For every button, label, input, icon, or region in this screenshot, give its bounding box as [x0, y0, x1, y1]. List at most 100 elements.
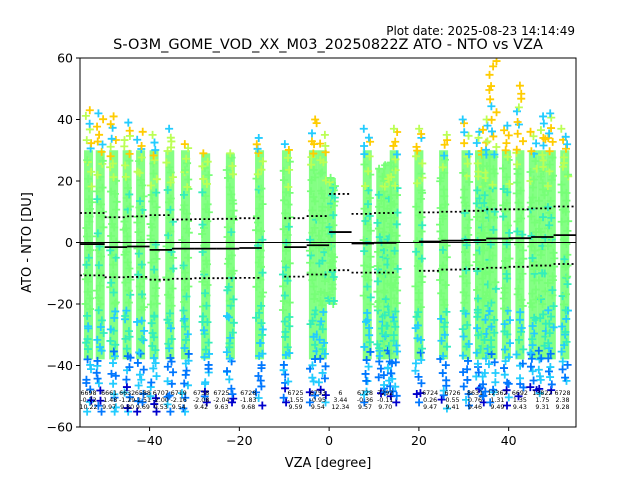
data-point — [481, 237, 490, 246]
stat-std: 9.43 — [513, 404, 527, 411]
data-point — [181, 393, 190, 402]
data-point — [501, 357, 510, 366]
data-point — [374, 224, 383, 233]
data-point — [152, 284, 161, 293]
data-point — [389, 162, 398, 171]
data-column — [305, 115, 321, 407]
data-point — [487, 322, 496, 331]
data-point — [547, 175, 556, 184]
data-point — [500, 320, 509, 329]
x-axis-label: VZA [degree] — [285, 456, 372, 471]
data-point — [135, 282, 144, 291]
data-point — [229, 318, 238, 327]
data-point — [308, 228, 317, 237]
data-point — [472, 138, 481, 147]
data-point — [545, 221, 554, 230]
stat-count: 6632 — [119, 390, 135, 397]
column-body — [201, 153, 211, 360]
data-point — [373, 262, 382, 271]
data-point — [490, 358, 499, 367]
data-point — [318, 256, 327, 265]
data-point — [198, 312, 207, 321]
data-point — [93, 356, 102, 365]
data-point — [280, 291, 289, 300]
data-point — [440, 330, 449, 339]
data-point — [151, 291, 160, 300]
data-point — [85, 397, 94, 406]
data-point — [363, 315, 372, 324]
data-point — [487, 127, 496, 136]
data-column — [133, 127, 149, 416]
data-point — [416, 389, 425, 398]
data-point — [381, 243, 390, 252]
data-point — [152, 372, 161, 381]
data-point — [558, 162, 567, 171]
data-point — [112, 197, 121, 206]
column-body — [501, 150, 511, 360]
data-point — [139, 365, 148, 374]
data-point — [505, 179, 514, 188]
data-point — [366, 252, 375, 261]
y-tick-label: 40 — [57, 112, 73, 127]
data-point — [462, 266, 471, 275]
data-point — [285, 259, 294, 268]
data-point — [514, 240, 523, 249]
data-point — [309, 192, 318, 201]
data-point — [563, 360, 572, 369]
data-point — [486, 240, 495, 249]
data-point — [179, 404, 188, 413]
data-point — [200, 387, 209, 396]
data-point — [504, 379, 513, 388]
data-point — [97, 346, 106, 355]
data-point — [280, 257, 289, 266]
stat-std: 9.49 — [490, 404, 504, 411]
data-point — [107, 278, 116, 287]
data-point — [563, 170, 572, 179]
data-point — [280, 317, 289, 326]
data-point — [318, 168, 327, 177]
data-column — [323, 173, 339, 308]
data-point — [366, 300, 375, 309]
data-point — [460, 119, 469, 128]
data-point — [177, 389, 186, 398]
stat-count: 6 — [338, 390, 342, 397]
data-point — [502, 199, 511, 208]
data-point — [366, 137, 375, 146]
data-point — [543, 241, 552, 250]
data-point — [360, 398, 369, 407]
data-point — [459, 272, 468, 281]
data-point — [413, 334, 422, 343]
data-point — [316, 169, 325, 178]
data-point — [316, 296, 325, 305]
data-point — [480, 199, 489, 208]
data-point — [439, 261, 448, 270]
stat-std: 9.53 — [154, 404, 168, 411]
data-point — [515, 315, 524, 324]
data-point — [526, 127, 535, 136]
data-point — [527, 147, 536, 156]
data-point — [517, 295, 526, 304]
data-point — [375, 164, 384, 173]
data-point — [86, 360, 95, 369]
data-point — [123, 352, 132, 361]
data-point — [417, 379, 426, 388]
stat-std: 9.68 — [241, 404, 255, 411]
data-point — [464, 340, 473, 349]
data-point — [96, 386, 105, 395]
data-point — [95, 343, 104, 352]
data-point — [538, 179, 547, 188]
data-point — [139, 336, 148, 345]
data-point — [252, 226, 261, 235]
data-point — [526, 362, 535, 371]
data-point — [562, 239, 571, 248]
stat-mean: -2.00 — [153, 397, 169, 404]
data-point — [559, 300, 568, 309]
data-point — [557, 188, 566, 197]
stat-count: 6719 — [171, 390, 187, 397]
data-point — [202, 179, 211, 188]
stat-std: 9.42 — [194, 404, 208, 411]
data-point — [149, 169, 158, 178]
data-point — [416, 194, 425, 203]
data-point — [257, 361, 266, 370]
data-point — [320, 374, 329, 383]
